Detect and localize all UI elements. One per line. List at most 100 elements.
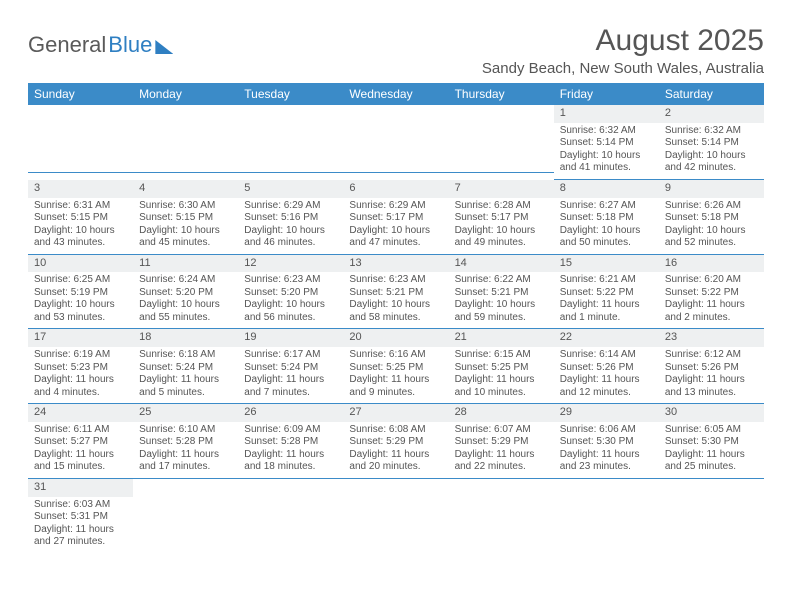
calendar-body: 1 Sunrise: 6:32 AM Sunset: 5:14 PM Daylight… — [28, 105, 764, 553]
day-header: Wednesday — [343, 83, 448, 105]
sunset-text: Sunset: 5:29 PM — [455, 436, 548, 449]
calendar-cell: 12Sunrise: 6:23 AMSunset: 5:20 PMDayligh… — [238, 255, 343, 330]
sunrise-text: Sunrise: 6:23 AM — [244, 274, 337, 287]
calendar-cell: 10Sunrise: 6:25 AMSunset: 5:19 PMDayligh… — [28, 255, 133, 330]
day-header: Saturday — [659, 83, 764, 105]
sunset-text: Sunset: 5:20 PM — [139, 287, 232, 300]
day-body: Sunrise: 6:22 AMSunset: 5:21 PMDaylight:… — [449, 272, 554, 329]
daylight-text: Daylight: 11 hours and 4 minutes. — [34, 374, 127, 399]
calendar-cell — [28, 105, 133, 180]
day-body: Sunrise: 6:31 AMSunset: 5:15 PMDaylight:… — [28, 198, 133, 255]
day-number: 5 — [238, 180, 343, 198]
daylight-text: Daylight: 10 hours and 46 minutes. — [244, 225, 337, 250]
sunrise-text: Sunrise: 6:17 AM — [244, 349, 337, 362]
sunrise-text: Sunrise: 6:22 AM — [455, 274, 548, 287]
title-block: August 2025 Sandy Beach, New South Wales… — [482, 24, 764, 77]
sunset-text: Sunset: 5:24 PM — [244, 362, 337, 375]
day-body: Sunrise: 6:15 AMSunset: 5:25 PMDaylight:… — [449, 347, 554, 404]
day-number: 29 — [554, 404, 659, 422]
day-number: 21 — [449, 329, 554, 347]
daylight-text: Daylight: 10 hours and 43 minutes. — [34, 225, 127, 250]
logo-text-2: Blue — [108, 32, 152, 58]
day-body: Sunrise: 6:29 AMSunset: 5:16 PMDaylight:… — [238, 198, 343, 255]
calendar-cell: 31Sunrise: 6:03 AMSunset: 5:31 PMDayligh… — [28, 479, 133, 553]
daylight-text: Daylight: 11 hours and 18 minutes. — [244, 449, 337, 474]
day-header: Monday — [133, 83, 238, 105]
sunrise-text: Sunrise: 6:24 AM — [139, 274, 232, 287]
day-number: 1 — [554, 105, 659, 123]
sunrise-text: Sunrise: 6:09 AM — [244, 424, 337, 437]
calendar-cell: 15Sunrise: 6:21 AMSunset: 5:22 PMDayligh… — [554, 255, 659, 330]
calendar-cell — [343, 105, 448, 180]
sunset-text: Sunset: 5:25 PM — [349, 362, 442, 375]
sunset-text: Sunset: 5:14 PM — [560, 137, 653, 150]
sunrise-text: Sunrise: 6:05 AM — [665, 424, 758, 437]
daylight-text: Daylight: 11 hours and 12 minutes. — [560, 374, 653, 399]
day-body: Sunrise: 6:05 AMSunset: 5:30 PMDaylight:… — [659, 422, 764, 479]
sunrise-text: Sunrise: 6:32 AM — [665, 125, 758, 138]
daylight-text: Daylight: 10 hours and 52 minutes. — [665, 225, 758, 250]
daylight-text: Daylight: 11 hours and 27 minutes. — [34, 524, 127, 549]
daylight-text: Daylight: 11 hours and 5 minutes. — [139, 374, 232, 399]
sunrise-text: Sunrise: 6:23 AM — [349, 274, 442, 287]
sunset-text: Sunset: 5:15 PM — [34, 212, 127, 225]
sunset-text: Sunset: 5:29 PM — [349, 436, 442, 449]
daylight-text: Daylight: 11 hours and 9 minutes. — [349, 374, 442, 399]
calendar-cell: 28Sunrise: 6:07 AMSunset: 5:29 PMDayligh… — [449, 404, 554, 479]
day-body-empty — [554, 497, 659, 547]
day-number-empty — [238, 479, 343, 497]
day-number-empty — [343, 105, 448, 123]
sunrise-text: Sunrise: 6:26 AM — [665, 200, 758, 213]
day-number-empty — [449, 479, 554, 497]
calendar-cell: 14Sunrise: 6:22 AMSunset: 5:21 PMDayligh… — [449, 255, 554, 330]
day-number: 9 — [659, 180, 764, 198]
calendar-cell: 2Sunrise: 6:32 AMSunset: 5:14 PMDaylight… — [659, 105, 764, 180]
calendar-cell — [449, 105, 554, 180]
sunset-text: Sunset: 5:19 PM — [34, 287, 127, 300]
day-body: Sunrise: 6:30 AMSunset: 5:15 PMDaylight:… — [133, 198, 238, 255]
sunset-text: Sunset: 5:15 PM — [139, 212, 232, 225]
day-body-empty — [133, 497, 238, 547]
sunset-text: Sunset: 5:25 PM — [455, 362, 548, 375]
day-body: Sunrise: 6:17 AMSunset: 5:24 PMDaylight:… — [238, 347, 343, 404]
day-number: 19 — [238, 329, 343, 347]
day-header: Sunday — [28, 83, 133, 105]
day-body: Sunrise: 6:08 AMSunset: 5:29 PMDaylight:… — [343, 422, 448, 479]
daylight-text: Daylight: 11 hours and 1 minute. — [560, 299, 653, 324]
sunrise-text: Sunrise: 6:16 AM — [349, 349, 442, 362]
sunset-text: Sunset: 5:17 PM — [455, 212, 548, 225]
sunset-text: Sunset: 5:22 PM — [665, 287, 758, 300]
day-body: Sunrise: 6:24 AMSunset: 5:20 PMDaylight:… — [133, 272, 238, 329]
header: GeneralBlue August 2025 Sandy Beach, New… — [28, 24, 764, 77]
calendar-cell: 23Sunrise: 6:12 AMSunset: 5:26 PMDayligh… — [659, 329, 764, 404]
day-number: 30 — [659, 404, 764, 422]
day-number: 20 — [343, 329, 448, 347]
calendar-cell: 27Sunrise: 6:08 AMSunset: 5:29 PMDayligh… — [343, 404, 448, 479]
daylight-text: Daylight: 10 hours and 45 minutes. — [139, 225, 232, 250]
day-body: Sunrise: 6:07 AMSunset: 5:29 PMDaylight:… — [449, 422, 554, 479]
calendar-cell: 16Sunrise: 6:20 AMSunset: 5:22 PMDayligh… — [659, 255, 764, 330]
daylight-text: Daylight: 10 hours and 42 minutes. — [665, 150, 758, 175]
calendar-cell: 6Sunrise: 6:29 AMSunset: 5:17 PMDaylight… — [343, 180, 448, 255]
sunrise-text: Sunrise: 6:11 AM — [34, 424, 127, 437]
day-header: Tuesday — [238, 83, 343, 105]
day-body-empty — [28, 123, 133, 173]
day-body: Sunrise: 6:28 AMSunset: 5:17 PMDaylight:… — [449, 198, 554, 255]
sunrise-text: Sunrise: 6:03 AM — [34, 499, 127, 512]
day-number: 10 — [28, 255, 133, 273]
sunrise-text: Sunrise: 6:12 AM — [665, 349, 758, 362]
month-title: August 2025 — [482, 24, 764, 58]
calendar-cell: 4Sunrise: 6:30 AMSunset: 5:15 PMDaylight… — [133, 180, 238, 255]
day-number: 8 — [554, 180, 659, 198]
day-number: 23 — [659, 329, 764, 347]
daylight-text: Daylight: 11 hours and 2 minutes. — [665, 299, 758, 324]
sunrise-text: Sunrise: 6:29 AM — [244, 200, 337, 213]
calendar-cell: 30Sunrise: 6:05 AMSunset: 5:30 PMDayligh… — [659, 404, 764, 479]
calendar-cell: 18Sunrise: 6:18 AMSunset: 5:24 PMDayligh… — [133, 329, 238, 404]
day-header: Friday — [554, 83, 659, 105]
sunrise-text: Sunrise: 6:07 AM — [455, 424, 548, 437]
sunrise-text: Sunrise: 6:14 AM — [560, 349, 653, 362]
daylight-text: Daylight: 10 hours and 53 minutes. — [34, 299, 127, 324]
sunrise-text: Sunrise: 6:21 AM — [560, 274, 653, 287]
daylight-text: Daylight: 11 hours and 25 minutes. — [665, 449, 758, 474]
